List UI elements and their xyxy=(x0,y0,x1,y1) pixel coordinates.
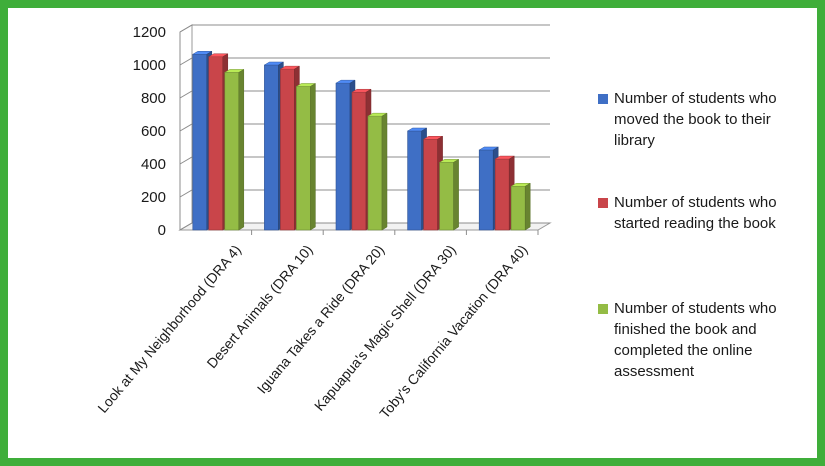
x-tick-label: Iguana Takes a Ride (DRA 20) xyxy=(254,242,388,397)
legend-label-started: Number of students who started reading t… xyxy=(614,194,777,232)
legend-swatch-finished xyxy=(598,304,608,314)
bar xyxy=(295,83,317,231)
gridline xyxy=(179,57,550,66)
gridline xyxy=(179,123,550,132)
y-tick-label: 600 xyxy=(141,123,166,140)
x-tick-label: Kapuapua's Magic Shell (DRA 30) xyxy=(311,242,459,414)
bar xyxy=(367,112,388,231)
legend-swatch-moved xyxy=(598,94,608,104)
y-tick-label: 1000 xyxy=(133,57,166,74)
y-tick-label: 800 xyxy=(141,90,166,107)
bar-chart: 0 200 400 600 800 1000 1200 Look at My Neighbor… xyxy=(94,24,552,422)
gridline xyxy=(179,90,550,99)
x-tick-label: Toby's California Vacation (DRA 40) xyxy=(376,242,530,422)
gridline xyxy=(179,24,550,33)
bar xyxy=(223,68,245,231)
legend-label-finished: Number of students who finished the book… xyxy=(614,300,777,380)
legend-swatch-started xyxy=(598,198,608,208)
chart-frame: 0 200 400 600 800 1000 1200 Look at My Neighbor… xyxy=(8,8,817,458)
legend-label-moved: Number of students who moved the book to… xyxy=(614,90,777,149)
x-tick-label: Look at My Neighborhood (DRA 4) xyxy=(94,242,244,416)
y-tick-label: 200 xyxy=(141,189,166,206)
bar xyxy=(510,182,532,231)
bar xyxy=(438,158,460,231)
y-tick-label: 0 xyxy=(158,222,166,239)
y-tick-label: 1200 xyxy=(133,24,166,41)
y-tick-label: 400 xyxy=(141,156,166,173)
